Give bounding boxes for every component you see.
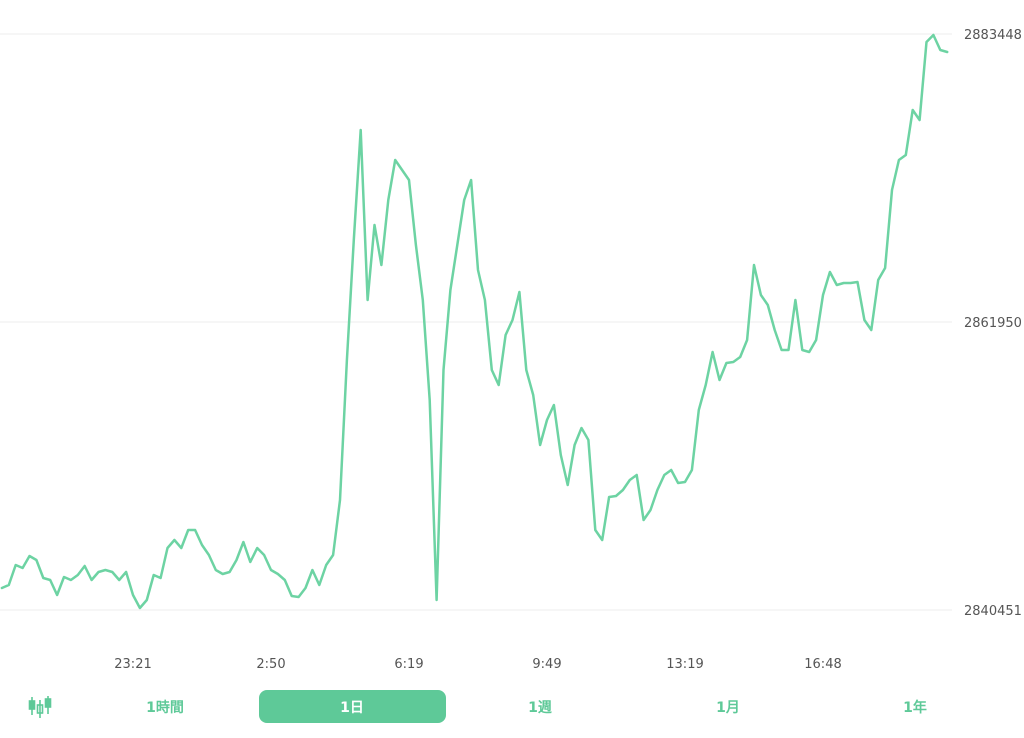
tab-label: 1日 xyxy=(340,700,364,716)
y-tick-label: 2861950 xyxy=(964,316,1022,331)
tab-label: 1週 xyxy=(528,700,552,716)
x-tick-label: 23:21 xyxy=(114,657,151,672)
x-tick-label: 6:19 xyxy=(394,657,423,672)
tab[interactable]: 1日 xyxy=(259,690,446,723)
tab[interactable]: 1週 xyxy=(528,700,552,716)
x-tick-label: 2:50 xyxy=(256,657,285,672)
tab-selected-bg xyxy=(259,690,446,723)
x-tick-label: 16:48 xyxy=(804,657,841,672)
tab[interactable]: 1年 xyxy=(903,699,927,716)
candle-icon xyxy=(28,696,52,718)
y-tick-label: 2840451 xyxy=(964,604,1022,619)
x-tick-label: 13:19 xyxy=(666,657,703,672)
x-tick-label: 9:49 xyxy=(532,657,561,672)
price-line xyxy=(0,33,949,610)
tab[interactable]: 1時間 xyxy=(146,699,184,716)
y-tick-label: 2883448 xyxy=(964,28,1022,43)
tab-label: 1年 xyxy=(903,699,927,716)
tab-label: 1時間 xyxy=(146,699,184,716)
tab-label: 1月 xyxy=(716,700,740,716)
tab[interactable]: 1月 xyxy=(716,700,740,716)
